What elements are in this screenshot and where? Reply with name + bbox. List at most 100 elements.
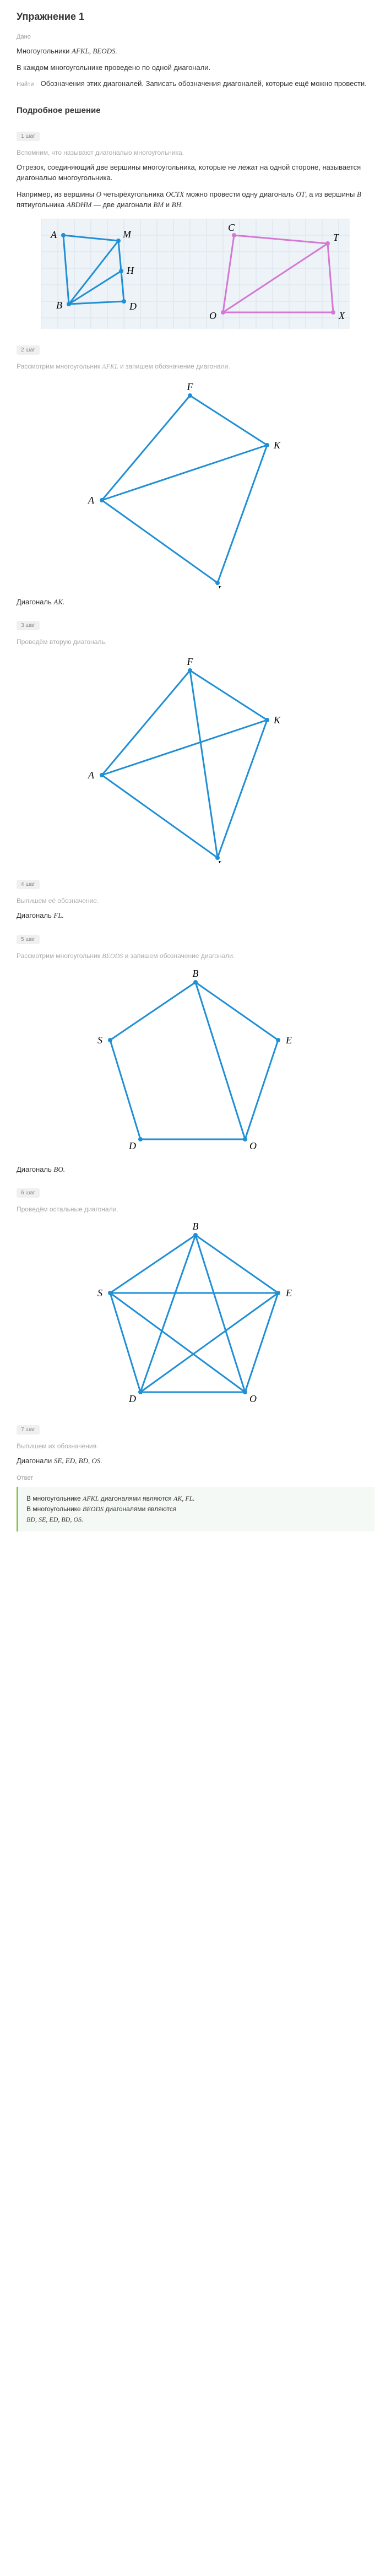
svg-text:L: L	[217, 859, 223, 863]
given-line2: В каждом многоугольнике проведено по одн…	[17, 62, 374, 73]
answer-label: Ответ	[17, 1475, 374, 1481]
page-title: Упражнение 1	[17, 11, 374, 23]
t2b: четырёхугольника	[101, 190, 166, 198]
diagram2: A F K L	[17, 379, 374, 588]
diagram4: B E O D S	[17, 968, 374, 1156]
t2f: — две диагонали	[91, 201, 153, 209]
s4tm: FL.	[53, 911, 63, 919]
s7ta: Диагонали	[17, 1457, 54, 1465]
step6-badge: 6 шаг	[17, 1188, 40, 1198]
s2ha: Рассмотрим многоугольник	[17, 362, 102, 370]
a2a: В многоугольнике	[26, 1505, 83, 1513]
step1-text: Отрезок, соединяющий две вершины многоуг…	[17, 162, 374, 183]
t2d: , а из вершины	[305, 190, 357, 198]
svg-text:C: C	[228, 222, 235, 233]
t2m3: OT	[296, 190, 305, 198]
a2m1: BEODS	[83, 1505, 104, 1513]
s5hb: и запишем обозначение диагонали.	[123, 952, 235, 960]
step1-text2: Например, из вершины O четырёхугольника …	[17, 189, 374, 210]
t2a: Например, из вершины	[17, 190, 96, 198]
step2-badge: 2 шаг	[17, 345, 40, 355]
svg-text:A: A	[88, 495, 95, 506]
find-text: Обозначения этих диагоналей. Записать об…	[41, 79, 367, 88]
s5hm: BEODS	[102, 952, 123, 960]
svg-text:S: S	[97, 1035, 102, 1046]
svg-text:O: O	[209, 310, 216, 321]
svg-text:B: B	[193, 1221, 199, 1232]
a1m1: AFKL	[83, 1495, 99, 1502]
svg-text:F: F	[187, 656, 194, 667]
s4ta: Диагональ	[17, 911, 53, 919]
answer-block: В многоугольнике AFKL диагоналями являют…	[17, 1487, 374, 1532]
svg-text:O: O	[249, 1393, 257, 1404]
a1b: диагоналями являются	[99, 1495, 173, 1502]
given-line1-prefix: Многоугольники	[17, 47, 72, 55]
diagram5: B E O D S	[17, 1221, 374, 1409]
a2b: диагоналями являются	[104, 1505, 176, 1513]
step1-hint: Вспомним, что называют диагональю многоу…	[17, 149, 374, 156]
step2-hint: Рассмотрим многоугольник AFKL и запишем …	[17, 362, 374, 371]
given-line1: Многоугольники AFKL, BEODS.	[17, 46, 374, 57]
s7tm: SE, ED, BD, OS.	[54, 1457, 102, 1465]
svg-text:M: M	[122, 229, 132, 240]
t2m6: BM	[153, 201, 164, 209]
s2hb: и запишем обозначение диагонали.	[118, 362, 230, 370]
s3pa: Диагональ	[17, 598, 53, 606]
t2e: пятиугольника	[17, 201, 67, 209]
dano-label: Дано	[17, 34, 374, 40]
t2g: и	[164, 201, 172, 209]
step7-text: Диагонали SE, ED, BD, OS.	[17, 1455, 374, 1466]
a1m2: AK, FL.	[173, 1495, 194, 1502]
step4-badge: 4 шаг	[17, 880, 40, 889]
svg-text:F: F	[187, 381, 194, 392]
diagram3: A F K L	[17, 654, 374, 863]
naiti-label: Найти	[17, 80, 39, 89]
a1a: В многоугольнике	[26, 1495, 83, 1502]
step4-hint: Выпишем её обозначение.	[17, 897, 374, 905]
answer-line2: В многоугольнике BEODS диагоналями являю…	[26, 1504, 366, 1514]
svg-text:X: X	[338, 310, 345, 321]
s3pm: AK.	[53, 598, 64, 606]
solution-title: Подробное решение	[17, 106, 374, 115]
step6-pretext: Диагональ BO.	[17, 1164, 374, 1175]
svg-text:A: A	[88, 770, 95, 781]
svg-text:B: B	[56, 300, 62, 311]
t2m7: BH.	[172, 201, 183, 209]
s6pa: Диагональ	[17, 1165, 53, 1173]
svg-text:K: K	[273, 715, 281, 726]
svg-text:A: A	[50, 229, 57, 240]
answer-line3: BD, SE, ED, BD, OS.	[26, 1514, 366, 1525]
svg-text:D: D	[129, 301, 137, 312]
diagram1: AMHDBOCTX	[17, 219, 374, 329]
step1-badge: 1 шаг	[17, 132, 40, 141]
svg-text:E: E	[285, 1035, 292, 1046]
svg-text:D: D	[128, 1393, 136, 1404]
svg-text:E: E	[285, 1287, 292, 1298]
svg-text:O: O	[249, 1140, 257, 1151]
t2m4: B	[357, 190, 361, 198]
step3-badge: 3 шаг	[17, 621, 40, 630]
svg-text:D: D	[128, 1140, 136, 1151]
svg-text:H: H	[126, 265, 134, 276]
given-line1-math: AFKL, BEODS.	[72, 47, 117, 55]
s6pm: BO.	[53, 1165, 65, 1173]
t2c: можно провести одну диагональ	[184, 190, 296, 198]
t2m2: OCTX	[166, 190, 184, 198]
step3-pretext: Диагональ AK.	[17, 597, 374, 608]
step4-text: Диагональ FL.	[17, 910, 374, 921]
t2m5: ABDHM	[67, 201, 92, 209]
t2m1: O	[96, 190, 101, 198]
step5-badge: 5 шаг	[17, 935, 40, 944]
step6-hint: Проведём остальные диагонали.	[17, 1205, 374, 1213]
step5-hint: Рассмотрим многоугольник BEODS и запишем…	[17, 952, 374, 960]
svg-text:B: B	[193, 968, 199, 979]
answer-line1: В многоугольнике AFKL диагоналями являют…	[26, 1493, 366, 1504]
step7-hint: Выпишем их обозначения.	[17, 1442, 374, 1450]
step3-hint: Проведём вторую диагональ.	[17, 638, 374, 646]
svg-text:K: K	[273, 440, 281, 451]
find-row: Найти Обозначения этих диагоналей. Запис…	[17, 78, 374, 89]
s5ha: Рассмотрим многоугольник	[17, 952, 102, 960]
svg-text:L: L	[217, 584, 223, 588]
step7-badge: 7 шаг	[17, 1425, 40, 1435]
svg-text:S: S	[97, 1287, 102, 1298]
